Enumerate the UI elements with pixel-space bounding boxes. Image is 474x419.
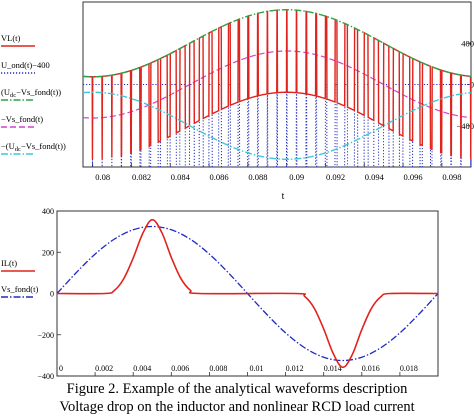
legend-label: VL(t) xyxy=(1,33,21,43)
x-tick-label: 0 xyxy=(59,364,63,373)
x-axis-label-top: t xyxy=(282,191,285,202)
y-tick-label: 400 xyxy=(42,207,54,216)
y-tick-label: 0 xyxy=(50,290,54,299)
x-tick-label: 0.084 xyxy=(171,172,191,182)
x-tick-label: 0.01 xyxy=(250,364,264,373)
x-tick-label: 0.082 xyxy=(132,172,151,182)
chart-top: 0.08 0.082 0.084 0.086 0.088 0.09 0.092 0.094 0.… xyxy=(1,1,474,202)
legend-label: U_ond(t)−400 xyxy=(1,60,50,70)
x-tick-label: 0.016 xyxy=(362,364,380,373)
x-tick-label: 0.09 xyxy=(289,172,304,182)
legend-label: Vs_fond(t) xyxy=(1,284,38,294)
figure-caption-line-1: Figure 2. Example of the analytical wave… xyxy=(66,381,408,397)
series-il-line xyxy=(56,218,439,369)
x-tick-label: 0.006 xyxy=(171,364,189,373)
x-tick-label: 0.08 xyxy=(95,172,110,182)
legend-label: −Vs_fond(t) xyxy=(1,114,43,124)
series-neg-udc-minus-vs-line xyxy=(82,91,472,160)
legend-bottom: IL(t) Vs_fond(t) xyxy=(1,258,38,298)
legend-label: −(Udc−Vs_fond(t)) xyxy=(1,141,66,153)
y-tick-label: −400 xyxy=(37,372,54,381)
x-tick-label: 0.002 xyxy=(95,364,113,373)
y-tick-label: −400 xyxy=(456,121,474,131)
x-tick-label: 0.088 xyxy=(248,172,267,182)
x-tick-label: 0.092 xyxy=(326,172,345,182)
figure-caption-line-2: Voltage drop on the inductor and nonline… xyxy=(59,399,415,415)
plot-area-top xyxy=(82,9,472,168)
chart-bottom: 0 0.002 0.004 0.006 0.008 0.01 0.012 0.014 0.016… xyxy=(1,207,439,381)
legend-label: IL(t) xyxy=(1,258,17,268)
axis-ticks-bottom: 0 0.002 0.004 0.006 0.008 0.01 0.012 0.014 0.016… xyxy=(37,207,417,381)
figure: 0.08 0.082 0.084 0.086 0.088 0.09 0.092 0.094 0.… xyxy=(1,1,474,381)
x-tick-label: 0.012 xyxy=(286,364,304,373)
x-tick-label: 0.004 xyxy=(133,364,151,373)
y-tick-label: −200 xyxy=(37,331,54,340)
x-tick-label: 0.098 xyxy=(442,172,461,182)
y-tick-label: 400 xyxy=(461,38,474,48)
x-tick-label: 0.094 xyxy=(365,172,385,182)
y-tick-label: 200 xyxy=(42,248,54,257)
series-udc-minus-vs-line xyxy=(82,9,472,78)
x-tick-label: 0.014 xyxy=(324,364,342,373)
x-tick-label: 0.096 xyxy=(404,172,423,182)
x-tick-label: 0.018 xyxy=(400,364,418,373)
legend-top: VL(t) U_ond(t)−400 (Udc−Vs_fond(t)) −Vs_fon… xyxy=(1,33,66,155)
plot-area-bottom xyxy=(56,218,439,369)
x-tick-label: 0.086 xyxy=(210,172,229,182)
y-tick-label: 0 xyxy=(470,80,474,90)
axis-ticks-top: 0.08 0.082 0.084 0.086 0.088 0.09 0.092 0.094 0.… xyxy=(92,38,474,182)
legend-label: (Udc−Vs_fond(t)) xyxy=(1,87,61,99)
x-tick-label: 0.008 xyxy=(209,364,227,373)
